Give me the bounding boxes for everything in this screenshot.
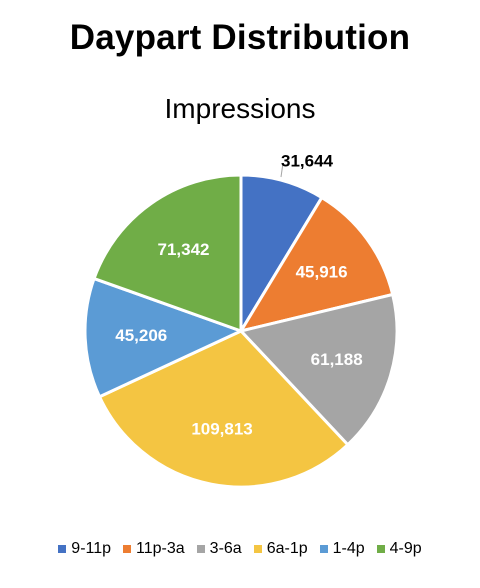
pie-slice-9-11p — [239, 173, 324, 333]
pie-slice-4-9p — [92, 173, 243, 333]
legend-label: 11p-3a — [136, 540, 185, 557]
pie-slice-3-6a — [239, 293, 399, 447]
legend-item-11p-3a: 11p-3a — [123, 540, 185, 558]
legend-label: 6a-1p — [266, 540, 308, 557]
legend-label: 4-9p — [389, 540, 422, 557]
pie-slice-1-4p — [83, 277, 243, 399]
data-label-3-6a: 61,188 — [311, 350, 363, 369]
page-title: Daypart Distribution — [69, 18, 411, 57]
data-label-1-4p: 45,206 — [115, 326, 167, 345]
legend-label: 1-4p — [332, 540, 365, 557]
pie-slice-6a-1p — [98, 329, 350, 489]
chart-legend: 9-11p 11p-3a 3-6a 6a-1p 1-4p 4-9p — [0, 540, 480, 558]
legend-item-6a-1p: 6a-1p — [253, 540, 308, 558]
legend-swatch — [123, 545, 132, 553]
chart-title: Impressions — [164, 93, 316, 124]
data-label-4-9p: 71,342 — [157, 240, 209, 259]
legend-item-4-9p: 4-9p — [376, 540, 422, 558]
legend-label: 9-11p — [71, 540, 112, 557]
legend-swatch — [319, 545, 328, 553]
legend-swatch — [58, 545, 67, 553]
legend-label: 3-6a — [209, 540, 242, 557]
legend-item-1-4p: 1-4p — [319, 540, 365, 558]
pie-slice-11p-3a — [239, 196, 395, 333]
legend-swatch — [253, 545, 262, 553]
data-label-11p-3a: 45,916 — [296, 263, 348, 282]
leader-line — [280, 162, 284, 178]
data-label-9-11p: 31,644 — [281, 152, 334, 171]
legend-swatch — [196, 545, 205, 553]
legend-swatch — [376, 545, 385, 553]
legend-item-3-6a: 3-6a — [196, 540, 242, 558]
data-label-6a-1p: 109,813 — [191, 420, 252, 439]
legend-item-9-11p: 9-11p — [58, 540, 111, 558]
